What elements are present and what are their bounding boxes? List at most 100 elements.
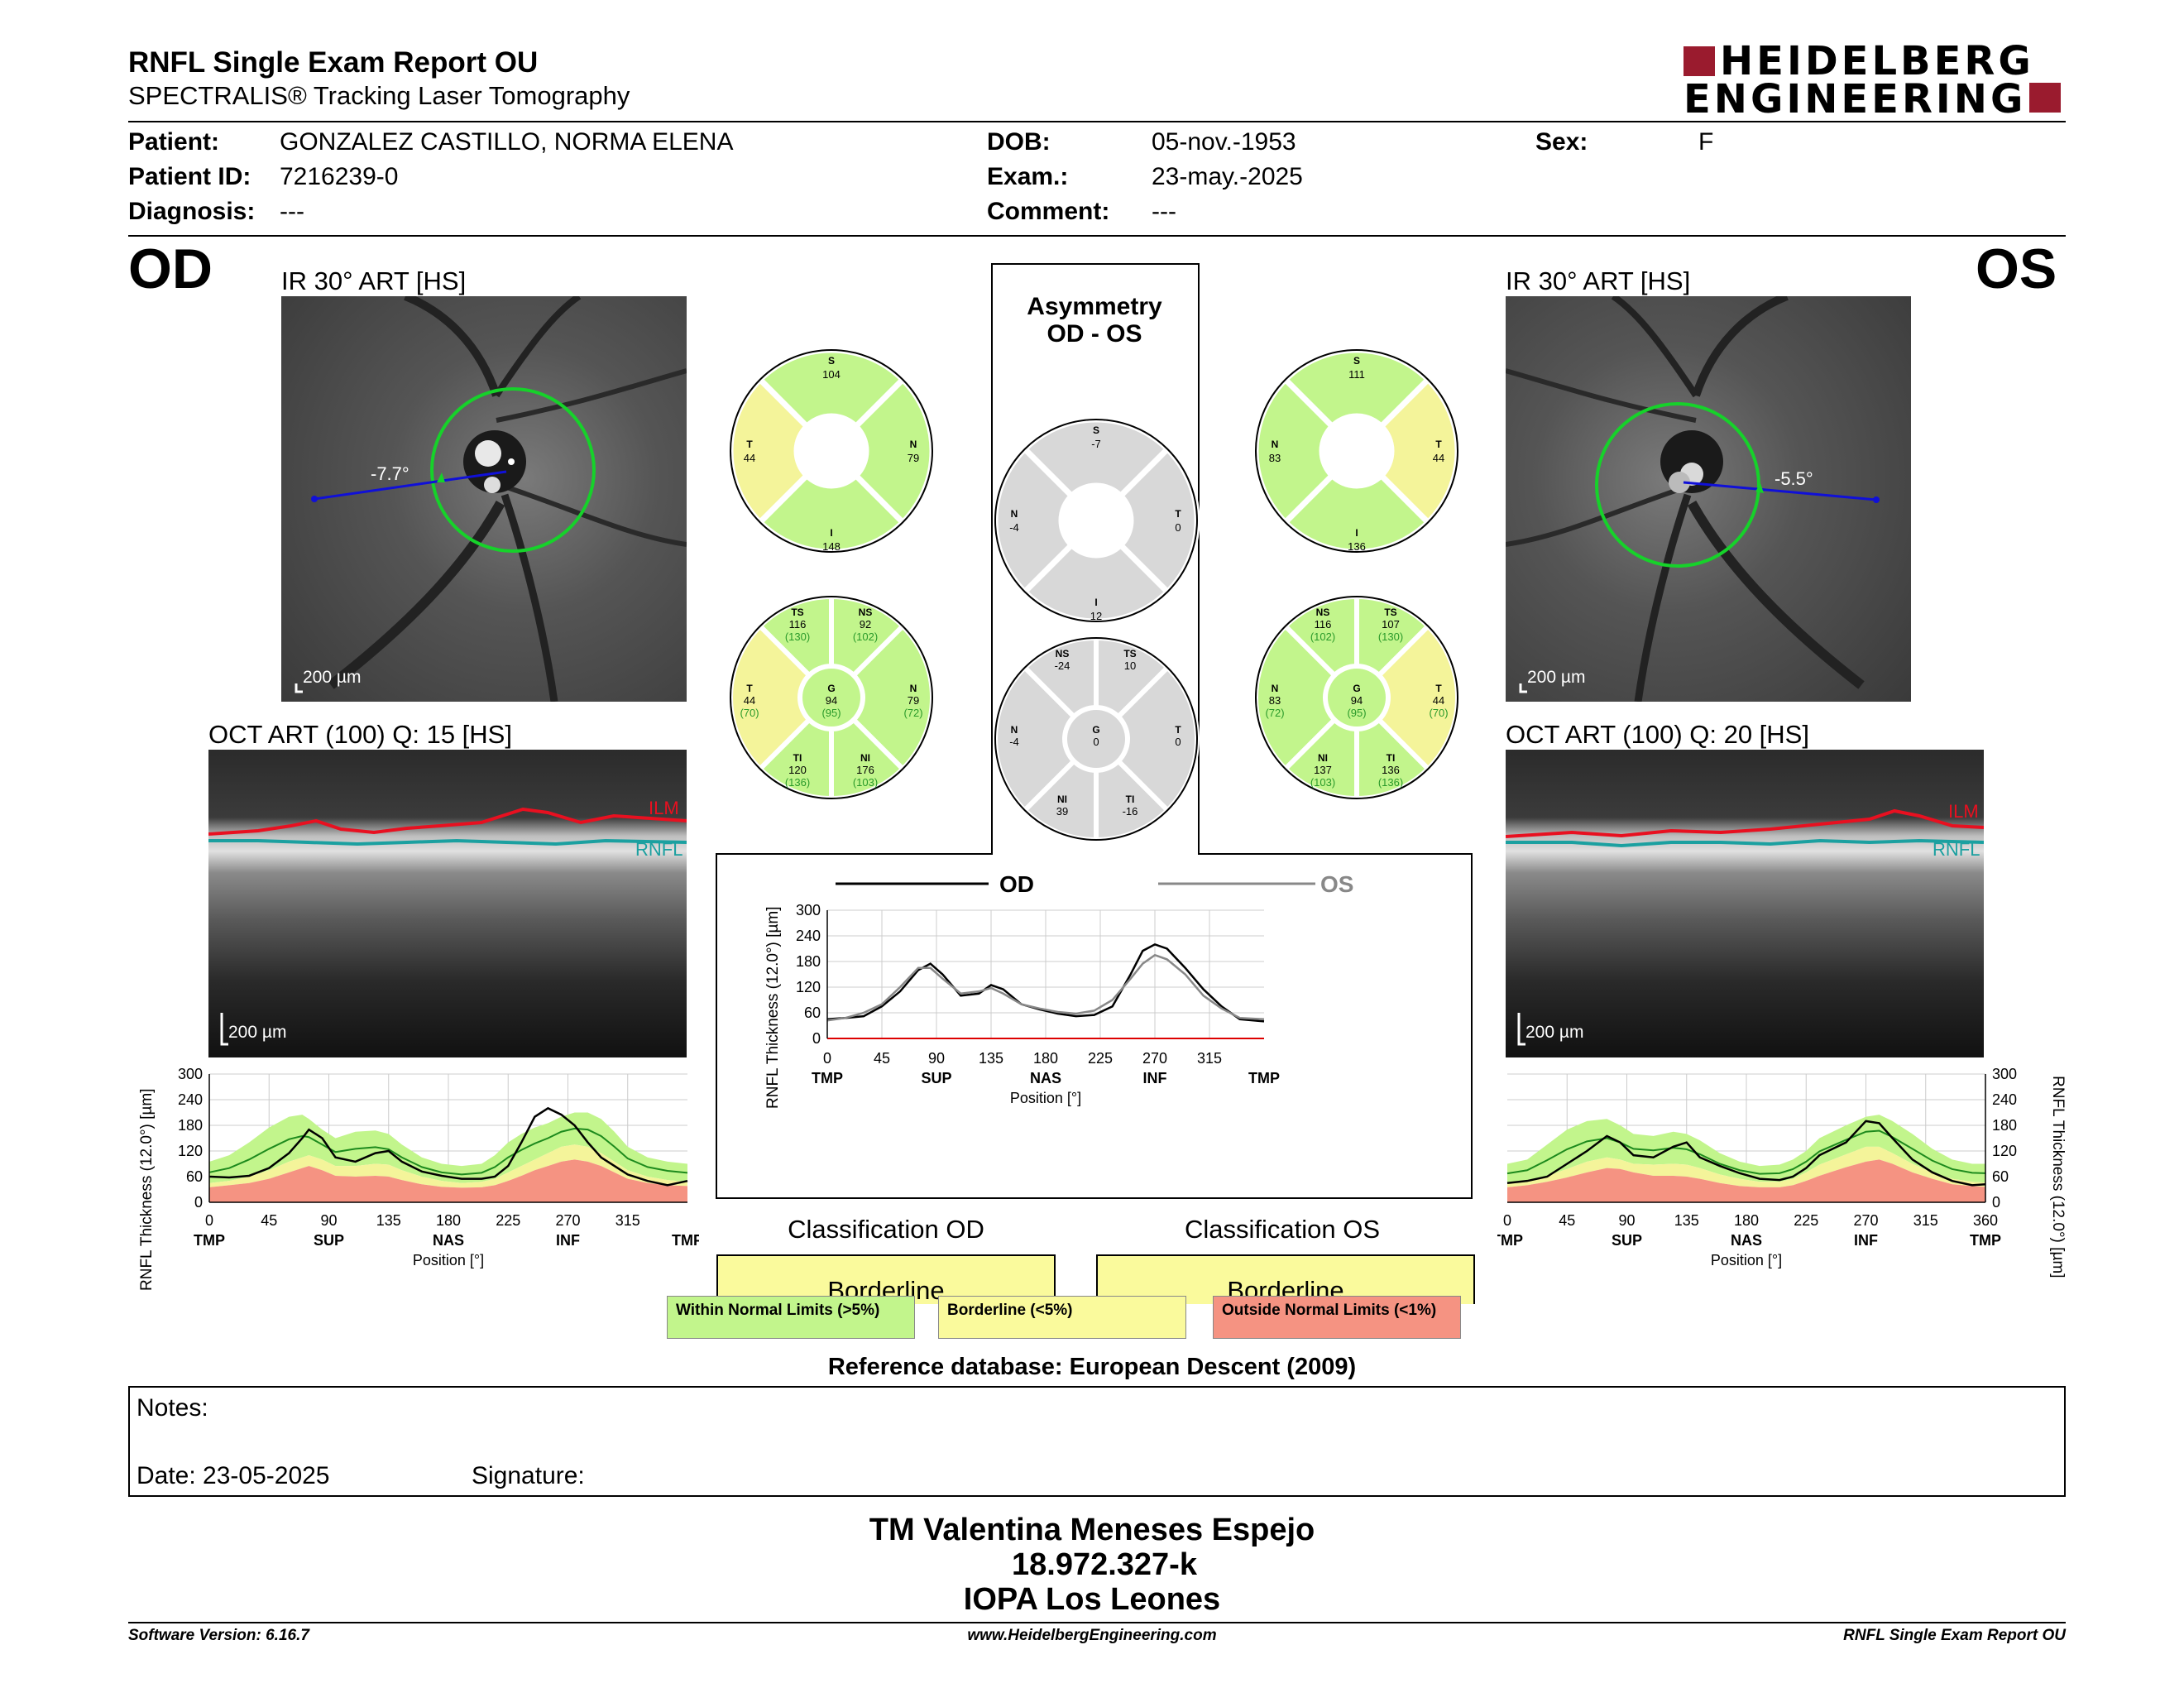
sector-t-value: 44 — [744, 694, 755, 707]
sector-n-label: N — [910, 439, 917, 450]
notes-label: Notes: — [136, 1394, 208, 1422]
diagnosis-value: --- — [280, 198, 304, 225]
x-tick-label: 270 — [1142, 1050, 1167, 1067]
y-tick-label: 60 — [186, 1168, 203, 1185]
sector-outline — [730, 596, 933, 799]
comment-label: Comment: — [987, 198, 1110, 225]
y-tick-label: 240 — [1992, 1091, 2017, 1108]
sector-n-label: N — [1272, 683, 1279, 694]
x-tick-label: 225 — [496, 1212, 520, 1229]
x-position-label: SUP — [921, 1070, 951, 1086]
od-angle-label: -7.7° — [371, 463, 410, 484]
sector-s-label: S — [828, 355, 835, 367]
sector-t-label: T — [1175, 508, 1181, 520]
sector-ni-value: 176 — [856, 764, 874, 776]
os-fundus-image: -5.5° 200 µm — [1506, 296, 1911, 702]
sector-n-label: N — [1011, 508, 1018, 520]
y-tick-label: 240 — [178, 1091, 203, 1108]
x-tick-label: 45 — [1559, 1212, 1575, 1229]
x-axis-title: Position [°] — [1711, 1252, 1782, 1268]
od-oct-scale: 200 µm — [228, 1023, 286, 1042]
logo-square-top — [1684, 46, 1715, 76]
date-label: Date: 23-05-2025 — [136, 1462, 330, 1489]
sector-ni-norm: (103) — [853, 776, 878, 789]
x-position-label: TMP — [1497, 1232, 1523, 1249]
sector-t-value: 0 — [1175, 736, 1181, 748]
sector-ts-label: TS — [1384, 607, 1396, 618]
sector-n-value: 79 — [908, 694, 919, 707]
os-sector-6: NS116(102)TS107(130)N83(72)T44(70)NI137(… — [1253, 594, 1460, 801]
sector-g-label: G — [1092, 724, 1099, 736]
x-tick-label: 135 — [1674, 1212, 1699, 1229]
dob-label: DOB: — [987, 128, 1051, 156]
sector-ti-norm: (136) — [1378, 776, 1403, 789]
x-tick-label: 315 — [1197, 1050, 1222, 1067]
sector-ti-label: TI — [1387, 752, 1396, 764]
y-tick-label: 180 — [178, 1117, 203, 1134]
sector-n-value: -4 — [1009, 521, 1019, 534]
x-position-label: INF — [556, 1232, 580, 1249]
sector-i-label: I — [1094, 597, 1097, 608]
x-position-label: TMP — [812, 1070, 843, 1086]
center-panel-frame — [716, 263, 1473, 1199]
dob-value: 05-nov.-1953 — [1152, 128, 1296, 156]
sector-g-norm: (95) — [1347, 707, 1366, 719]
sector-i-label: I — [1355, 527, 1358, 539]
sector-ts-value: 107 — [1382, 618, 1400, 631]
sector-g-label: G — [1353, 683, 1360, 694]
y-tick-label: 60 — [804, 1005, 821, 1021]
x-tick-label: 270 — [555, 1212, 580, 1229]
notes-box: Notes: Date: 23-05-2025 Signature: — [128, 1386, 2066, 1497]
sector-ts-norm: (130) — [785, 631, 810, 643]
os-ir-title: IR 30° ART [HS] — [1506, 266, 1691, 295]
sector-outline — [730, 349, 933, 553]
sector-ts-value: 116 — [789, 618, 807, 631]
legend-borderline: Borderline (<5%) — [938, 1296, 1186, 1339]
legend-wnl: Within Normal Limits (>5%) — [667, 1296, 915, 1339]
os-thickness-chart: RNFL Thickness (12.0°) [µm] 300 240 180 120… — [1497, 1067, 2067, 1278]
report-subtitle: SPECTRALIS® Tracking Laser Tomography — [128, 81, 630, 110]
x-tick-label: 45 — [874, 1050, 890, 1067]
sector-n-value: -4 — [1009, 736, 1019, 748]
sector-t-value: 0 — [1175, 521, 1181, 534]
signature-label: Signature: — [472, 1462, 585, 1489]
x-tick-label: 315 — [615, 1212, 640, 1229]
exam-label: Exam.: — [987, 163, 1069, 190]
asymmetry-title-line2: OD - OS — [1046, 320, 1142, 348]
sector-ts-label: TS — [791, 607, 803, 618]
sector-n-label: N — [1011, 724, 1018, 736]
footer-report: RNFL Single Exam Report OU — [1843, 1627, 2066, 1644]
od-ir-title: IR 30° ART [HS] — [281, 266, 467, 295]
x-tick-label: 135 — [376, 1212, 401, 1229]
sector-i-value: 148 — [822, 540, 841, 553]
sector-i-value: 12 — [1090, 610, 1102, 622]
sector-ti-value: 136 — [1382, 764, 1400, 776]
sector-ts-norm: (130) — [1378, 631, 1403, 643]
sector-ni-label: NI — [1057, 794, 1067, 805]
os-ilm-label: ILM — [1948, 801, 1979, 822]
sector-outline — [1255, 596, 1458, 799]
signatory-name: TM Valentina Meneses Espejo — [869, 1513, 1315, 1547]
diagnosis-label: Diagnosis: — [128, 198, 256, 225]
x-tick-label: 225 — [1088, 1050, 1113, 1067]
sector-ti-label: TI — [1126, 794, 1135, 805]
logo-text-top: HEIDELBERG — [1720, 38, 2034, 84]
eye-os-label: OS — [1976, 237, 2057, 300]
sex-value: F — [1698, 128, 1714, 156]
cmp-chart-ylabel: RNFL Thickness (12.0°) [µm] — [764, 907, 782, 1110]
patient-id-label: Patient ID: — [128, 163, 251, 190]
x-position-label: TMP — [672, 1232, 699, 1249]
outside-band — [1507, 1159, 1985, 1202]
x-position-label: NAS — [1731, 1232, 1762, 1249]
sector-ns-label: NS — [1056, 648, 1070, 659]
od-ilm-label: ILM — [649, 798, 679, 818]
y-tick-label: 120 — [796, 979, 821, 995]
od-oct-title: OCT ART (100) Q: 15 [HS] — [208, 720, 512, 749]
patient-name: GONZALEZ CASTILLO, NORMA ELENA — [280, 128, 734, 156]
x-position-label: SUP — [314, 1232, 344, 1249]
sector-g-value: 94 — [826, 694, 837, 707]
signatory-org: IOPA Los Leones — [963, 1582, 1221, 1617]
sector-n-label: N — [1272, 439, 1279, 450]
os-rnfl-label: RNFL — [1933, 839, 1980, 860]
